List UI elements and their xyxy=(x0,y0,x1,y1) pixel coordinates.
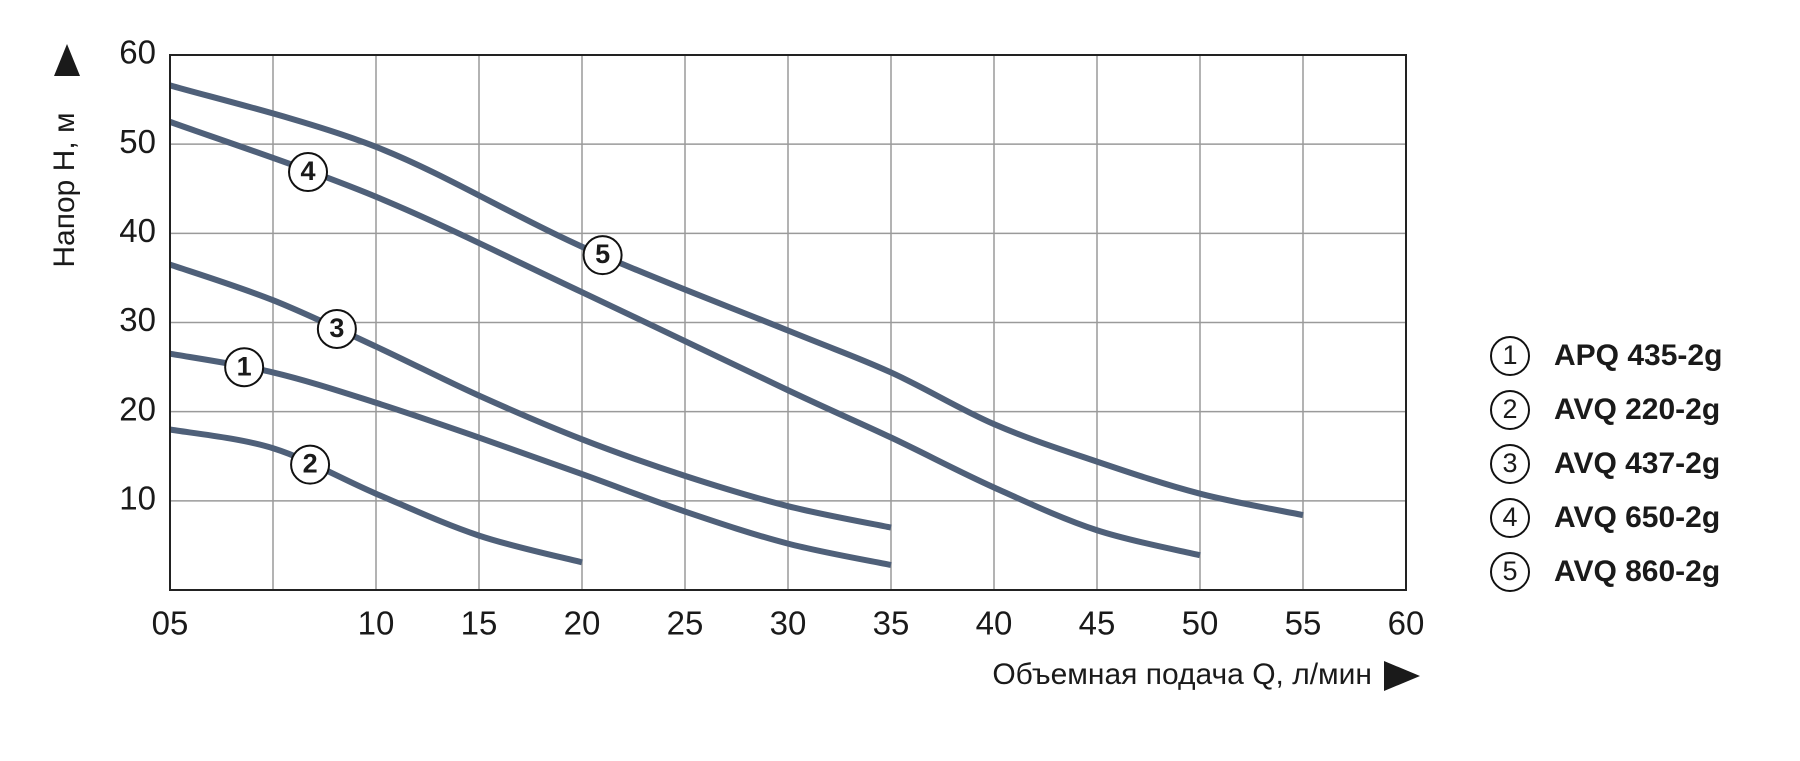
y-tick-label: 50 xyxy=(119,123,156,160)
x-tick-label: 50 xyxy=(1182,605,1219,642)
legend-label: AVQ 650-2g xyxy=(1554,501,1720,534)
plot-frame xyxy=(169,54,1407,591)
legend-number: 3 xyxy=(1502,448,1517,478)
curve-label-circle xyxy=(316,308,357,349)
y-tick-label: 60 xyxy=(119,34,156,71)
legend-circle xyxy=(1490,444,1530,484)
curve-label-circle xyxy=(224,347,265,388)
curve-label-circle xyxy=(582,235,623,276)
curve xyxy=(169,426,583,566)
legend-number: 5 xyxy=(1502,556,1517,586)
curve xyxy=(168,119,1201,559)
x-tick-label: 55 xyxy=(1285,605,1322,642)
legend-label: APQ 435-2g xyxy=(1554,339,1722,372)
curve-label: 5 xyxy=(595,239,610,269)
y-axis-arrow xyxy=(54,44,80,76)
legend-circle xyxy=(1490,336,1530,376)
curve-label: 2 xyxy=(303,449,318,479)
x-tick-label: 20 xyxy=(564,605,601,642)
x-axis-arrow xyxy=(1384,661,1420,691)
legend-number: 1 xyxy=(1502,340,1517,370)
x-tick-label: 10 xyxy=(358,605,395,642)
legend-label: AVQ 220-2g xyxy=(1554,393,1720,426)
x-tick-label: 40 xyxy=(976,605,1013,642)
legend-circle xyxy=(1490,390,1530,430)
y-tick-label: 30 xyxy=(119,301,156,338)
legend-circle xyxy=(1490,552,1530,592)
curve xyxy=(169,261,892,531)
curve xyxy=(169,82,1304,519)
curve-label: 3 xyxy=(329,313,344,343)
y-tick-label: 20 xyxy=(119,390,156,427)
x-tick-label: 45 xyxy=(1079,605,1116,642)
x-tick-label: 25 xyxy=(667,605,704,642)
legend-label: AVQ 437-2g xyxy=(1554,447,1720,480)
curve-label: 4 xyxy=(301,156,316,186)
curve xyxy=(169,350,892,568)
curve-label: 1 xyxy=(237,351,252,381)
curve-label-circle xyxy=(290,444,331,485)
legend-label: AVQ 860-2g xyxy=(1554,555,1720,588)
y-tick-label: 10 xyxy=(119,480,156,517)
x-tick-label: 05 xyxy=(152,605,189,642)
x-tick-label: 60 xyxy=(1388,605,1425,642)
y-tick-label: 40 xyxy=(119,212,156,249)
legend-number: 4 xyxy=(1502,502,1517,532)
x-axis-title: Объемная подача Q, л/мин xyxy=(992,658,1372,691)
y-axis-title: Напор H, м xyxy=(48,112,81,267)
legend-number: 2 xyxy=(1502,394,1517,424)
x-tick-label: 15 xyxy=(461,605,498,642)
x-tick-label: 30 xyxy=(770,605,807,642)
curve-label-circle xyxy=(288,152,329,193)
legend-circle xyxy=(1490,498,1530,538)
x-tick-label: 35 xyxy=(873,605,910,642)
